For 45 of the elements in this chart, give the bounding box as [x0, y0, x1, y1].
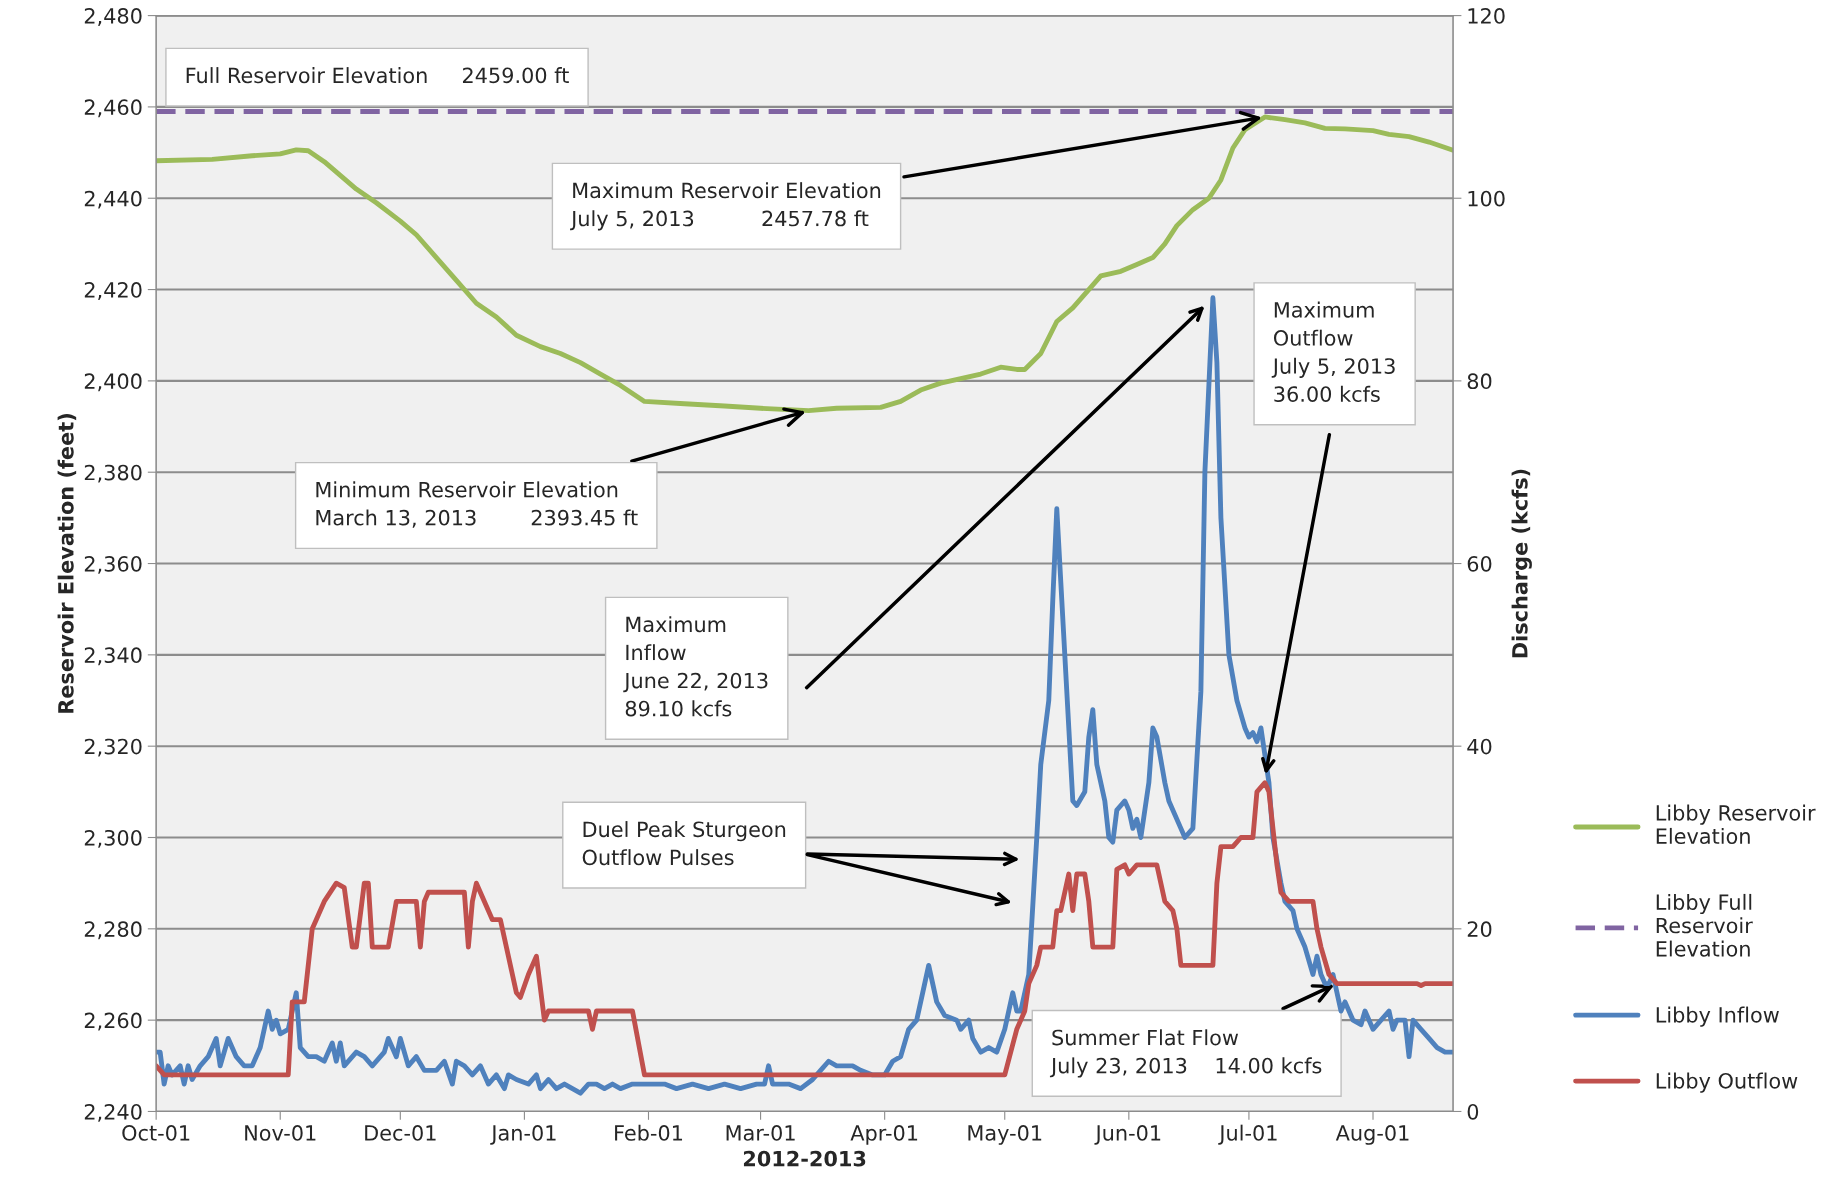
y2-tick-label: 100: [1468, 190, 1505, 207]
annotation: Maximum Outflow July 5, 2013 36.00 kcfs: [1271, 301, 1395, 402]
legend-label: Libby Inflow: [1656, 1006, 1779, 1027]
x-tick-label: May-01: [968, 1125, 1042, 1145]
legend-label: Libby Outflow: [1656, 1072, 1798, 1093]
y2-tick-label: 0: [1467, 1103, 1479, 1120]
annotation: Duel Peak Sturgeon Outflow Pulses: [582, 821, 786, 866]
y-tick-label: 2,380: [84, 464, 142, 483]
annotation: Minimum Reservoir Elevation March 13, 2013 2393.45 ft: [316, 481, 638, 528]
y-tick-label: 2,360: [84, 555, 142, 574]
y2-tick-label: 20: [1467, 921, 1492, 938]
x-tick-label: Dec-01: [365, 1125, 436, 1141]
x-tick-label: Feb-01: [615, 1124, 683, 1141]
x-tick-label: Mar-01: [726, 1125, 795, 1141]
y2-axis-title: Discharge (kcfs): [1511, 469, 1532, 658]
y2-tick-label: 120: [1468, 8, 1505, 24]
y-tick-label: 2,480: [84, 8, 142, 26]
y-tick-label: 2,420: [84, 282, 142, 300]
x-tick-label: Nov-01: [245, 1125, 316, 1141]
legend-label: Libby Reservoir Elevation: [1656, 804, 1816, 845]
y2-tick-label: 40: [1467, 738, 1492, 755]
y-tick-label: 2,460: [84, 99, 142, 118]
y-tick-label: 2,400: [84, 373, 142, 392]
annotation: Maximum Reservoir Elevation July 5, 2013 2457.78 ft: [570, 182, 881, 231]
x-tick-label: Jun-01: [1094, 1125, 1161, 1145]
legend-label: Libby Full Reservoir Elevation: [1656, 893, 1753, 957]
y-tick-label: 2,240: [84, 1103, 142, 1122]
y-tick-label: 2,440: [84, 190, 142, 209]
x-tick-label: Aug-01: [1335, 1125, 1409, 1145]
y-axis-title: Reservoir Elevation (feet): [57, 414, 77, 713]
annotation: Summer Flat Flow July 23, 2013 14.00 kcfs: [1049, 1029, 1322, 1078]
y-tick-label: 2,340: [84, 647, 142, 666]
x-tick-label: Oct-01: [122, 1125, 190, 1141]
y2-tick-label: 80: [1467, 373, 1492, 390]
annotation: Maximum Inflow June 22, 2013 89.10 kcfs: [623, 616, 768, 717]
x-tick-label: Apr-01: [850, 1125, 918, 1145]
x-tick-label: Jan-01: [490, 1125, 556, 1145]
y-tick-label: 2,280: [84, 921, 142, 940]
y-tick-label: 2,260: [84, 1012, 142, 1031]
y2-tick-label: 60: [1467, 555, 1492, 572]
annotation: Full Reservoir Elevation 2459.00 ft: [186, 67, 569, 84]
x-axis-title: 2012-2013: [743, 1150, 866, 1167]
x-tick-label: Jul-01: [1218, 1124, 1277, 1145]
y-tick-label: 2,320: [84, 738, 142, 757]
y-tick-label: 2,300: [84, 829, 142, 848]
